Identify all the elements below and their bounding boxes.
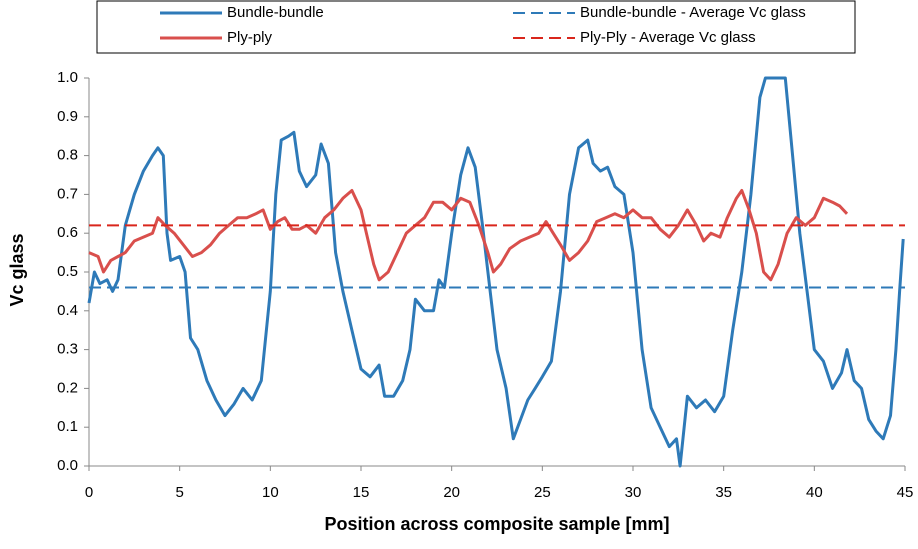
x-tick-label: 35 (715, 484, 732, 501)
legend-label: Bundle-bundle - Average Vc glass (580, 4, 806, 21)
y-tick-label: 0.4 (57, 302, 78, 319)
y-tick-label: 0.8 (57, 147, 78, 164)
x-tick-label: 0 (85, 484, 93, 501)
y-axis-title: Vc glass (7, 233, 27, 306)
x-tick-label: 45 (897, 484, 914, 501)
x-tick-label: 10 (262, 484, 279, 501)
series-line (87, 76, 905, 468)
x-tick-label: 5 (175, 484, 183, 501)
x-tick-label: 25 (534, 484, 551, 501)
y-tick-label: 0.1 (57, 418, 78, 435)
x-tick-label: 15 (353, 484, 370, 501)
legend-box (96, 0, 856, 54)
y-tick-label: 0.6 (57, 224, 78, 241)
series-line (88, 189, 849, 282)
x-tick-label: 30 (625, 484, 642, 501)
legend-label: Ply-Ply - Average Vc glass (580, 29, 756, 46)
y-tick-label: 0.2 (57, 379, 78, 396)
x-axis-title: Position across composite sample [mm] (324, 514, 669, 534)
x-tick-label: 40 (806, 484, 823, 501)
y-tick-label: 0.5 (57, 263, 78, 280)
y-tick-label: 0.3 (57, 341, 78, 358)
y-tick-label: 0.7 (57, 185, 78, 202)
y-tick-label: 0.9 (57, 108, 78, 125)
legend-label: Ply-ply (227, 29, 273, 46)
y-tick-label: 1.0 (57, 69, 78, 86)
x-tick-label: 20 (443, 484, 460, 501)
legend-label: Bundle-bundle (227, 4, 324, 21)
y-tick-label: 0.0 (57, 457, 78, 474)
